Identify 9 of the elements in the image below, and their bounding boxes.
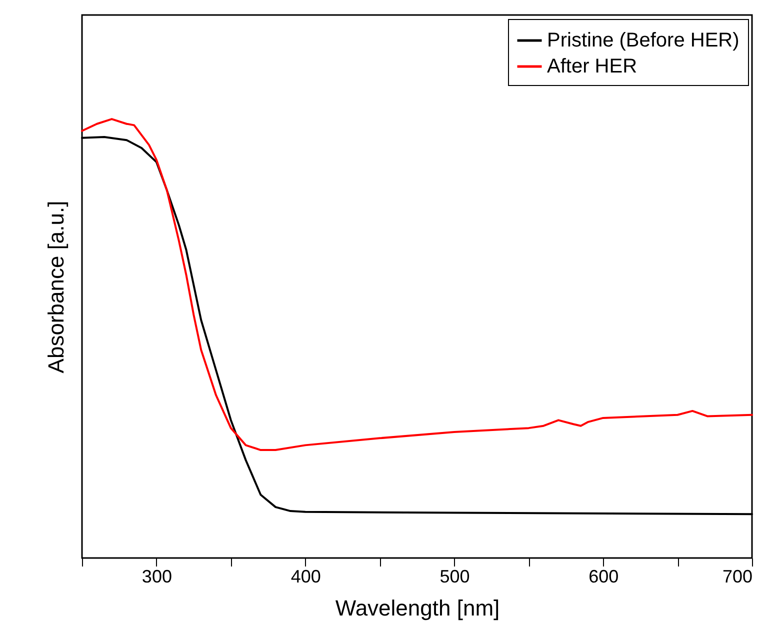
y-axis-title: Absorbance [a.u.] [44,200,68,374]
x-tick-label: 500 [440,566,470,586]
legend-label: Pristine (Before HER) [547,30,740,52]
x-tick-label: 700 [722,566,752,586]
x-tick-label: 300 [142,566,172,586]
x-axis-title: Wavelength [nm] [335,596,500,620]
legend-label: After HER [547,56,638,78]
x-tick-label: 400 [290,566,321,586]
x-tick-label: 600 [588,566,619,586]
